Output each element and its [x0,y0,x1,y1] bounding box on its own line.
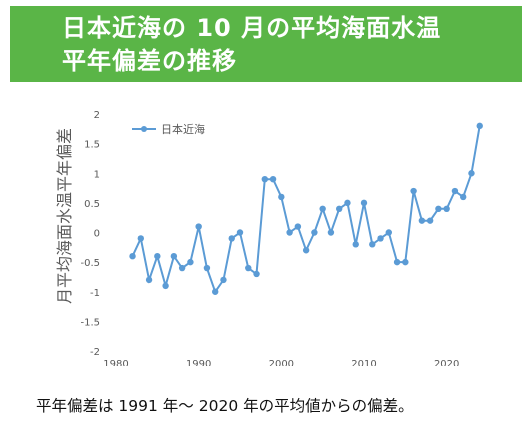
data-point [203,264,211,272]
x-tick-label: 2020 [434,359,459,366]
data-point [170,253,178,260]
x-tick-label: 1990 [186,359,211,366]
data-point [302,247,310,254]
data-point [145,276,153,284]
data-point [327,229,335,236]
y-tick-labels: 2 1.5 1 0.5 0 -0.5 -1 -1.5 -2 [80,110,100,358]
data-point [220,276,227,284]
y-tick-label: 2 [94,110,100,121]
data-point [369,241,376,248]
y-axis-label: 月平均海面水温平年偏差 [55,128,74,304]
data-point [418,217,426,224]
data-point [278,193,285,201]
x-tick-label: 1980 [103,359,128,366]
y-tick-label: -1.5 [80,317,100,328]
data-point [236,229,244,236]
y-tick-label: 1 [94,169,100,180]
y-tick-label: -0.5 [80,258,100,269]
data-point [286,229,293,236]
data-point [154,253,161,260]
data-point [402,258,409,266]
data-point [435,205,442,212]
x-tick-labels: 1980 1990 2000 2010 2020 [103,359,459,366]
y-tick-label: 0.5 [84,199,100,210]
data-point [319,205,326,212]
data-point [129,253,136,260]
data-point [385,229,392,236]
title-banner: 日本近海の 10 月の平均海面水温 平年偏差の推移 [10,6,522,82]
data-point [344,199,351,207]
footnote: 平年偏差は 1991 年～ 2020 年の平均値からの偏差。 [36,397,414,415]
data-point [162,282,169,290]
data-point [336,205,343,212]
data-point [426,217,434,224]
data-point [443,205,450,212]
data-point [311,229,318,236]
data-point [294,223,302,230]
data-point [393,258,401,266]
data-point [352,241,359,248]
data-point [212,288,219,295]
legend-marker [141,126,147,132]
data-point [269,175,277,183]
data-point [178,264,186,272]
y-tick-label: -1 [90,288,100,299]
data-point [410,187,417,195]
data-point [137,235,144,242]
x-tick-label: 2000 [269,359,294,366]
data-point [468,170,475,177]
data-point [451,187,459,195]
data-point [245,264,252,272]
data-point [253,270,260,278]
data-point [187,258,194,266]
data-point [228,235,235,242]
line-chart: 月平均海面水温平年偏差 21.510.50-0.5-1-1.5-2 1980 19… [55,110,483,366]
data-point [460,193,467,201]
data-point [360,199,368,207]
title-line-2: 平年偏差の推移 [62,47,237,75]
data-point [377,235,384,242]
y-tick-label: 1.5 [84,140,100,151]
x-tick-label: 2010 [351,359,376,366]
legend-label: 日本近海 [161,122,205,136]
y-tick-label: 0 [94,229,100,240]
title-line-1: 日本近海の 10 月の平均海面水温 [62,14,442,42]
series-points [129,122,483,295]
legend: 日本近海 [132,122,205,136]
data-point [476,122,483,130]
data-point [195,223,202,230]
y-tick-label: -2 [90,347,100,358]
data-point [261,175,268,183]
